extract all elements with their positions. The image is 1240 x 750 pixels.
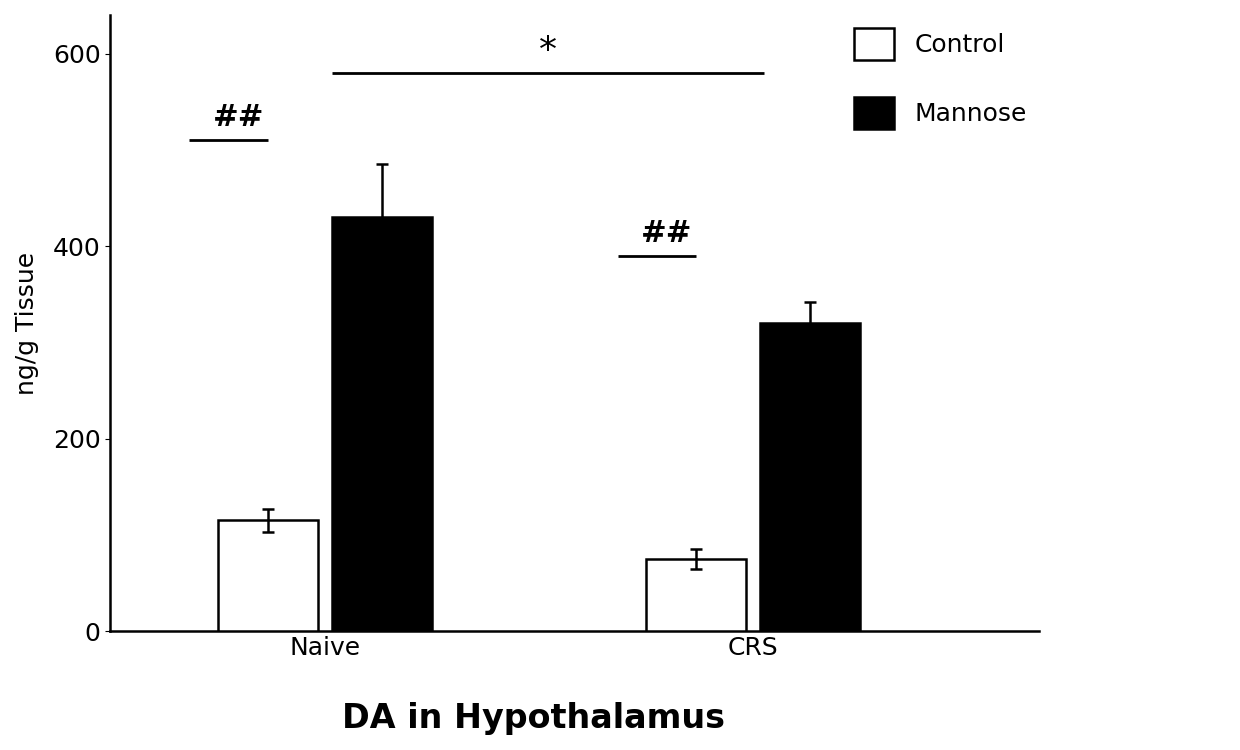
Bar	[217, 520, 317, 632]
Bar	[332, 217, 432, 632]
Bar	[760, 323, 861, 632]
Legend: Control, Mannose: Control, Mannose	[854, 28, 1027, 129]
Text: ##: ##	[212, 104, 264, 133]
Text: *: *	[539, 34, 557, 68]
Text: ##: ##	[641, 219, 693, 248]
Bar	[646, 559, 746, 632]
Y-axis label: ng/g Tissue: ng/g Tissue	[15, 251, 38, 394]
Text: DA in Hypothalamus: DA in Hypothalamus	[342, 702, 724, 735]
